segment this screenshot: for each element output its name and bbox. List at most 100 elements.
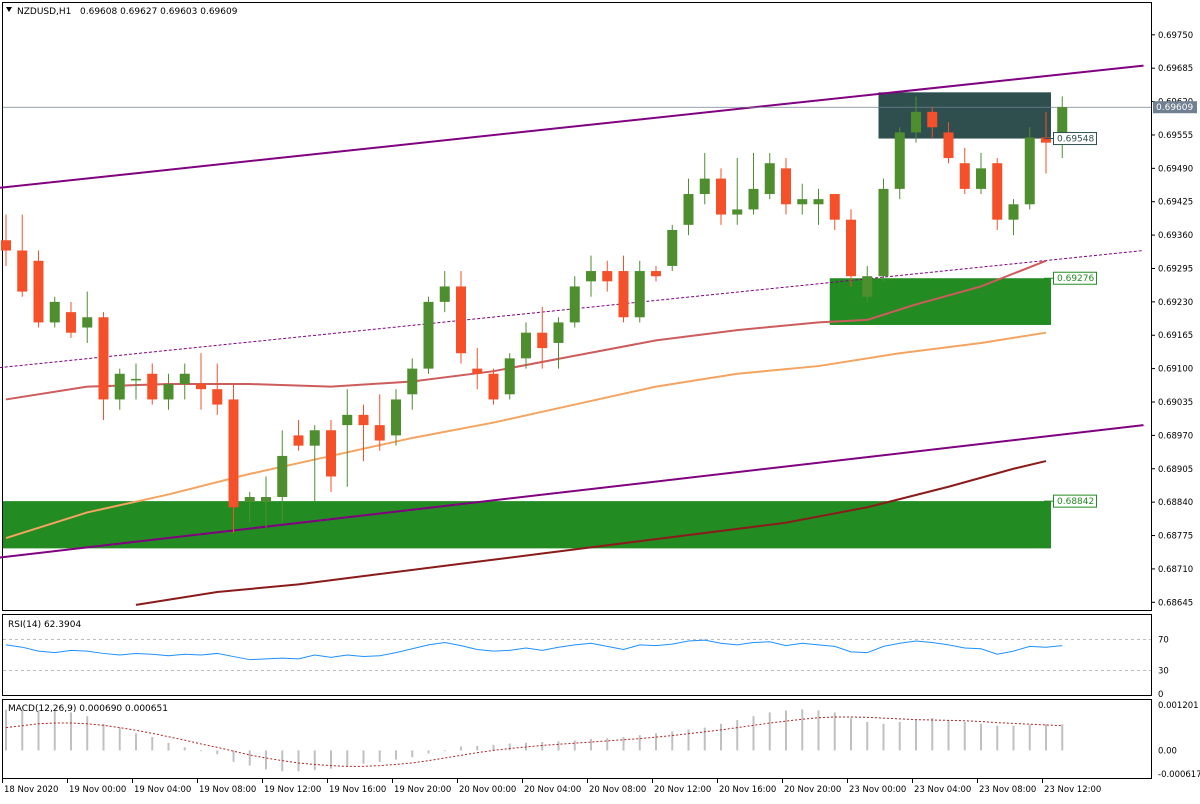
candle xyxy=(521,322,531,369)
macd-histogram-bar xyxy=(183,747,186,751)
candle xyxy=(716,168,726,225)
header-triangle-icon xyxy=(6,7,12,12)
macd-signal-line xyxy=(5,716,1063,767)
macd-tick-label: 0.001201 xyxy=(1158,701,1199,711)
channel-mid-line[interactable] xyxy=(0,250,1144,369)
candle xyxy=(781,158,791,215)
price-tick-label: 0.69490 xyxy=(1158,164,1193,174)
candle xyxy=(911,96,921,143)
symbol-label: NZDUSD,H1 xyxy=(17,7,71,17)
candle-body xyxy=(683,194,694,225)
macd-histogram-bar xyxy=(508,743,511,751)
macd-tick-label: -0.000617 xyxy=(1158,770,1200,780)
time-tick-label: 23 Nov 04:00 xyxy=(914,785,971,795)
macd-histogram-bar xyxy=(541,742,544,751)
candle-body xyxy=(586,271,596,282)
moving-average-2 xyxy=(5,331,1047,540)
candle xyxy=(358,404,369,462)
candle-body xyxy=(82,317,93,328)
macd-histogram-bar xyxy=(931,718,934,751)
candle xyxy=(683,178,694,236)
price-tick-label: 0.69750 xyxy=(1158,31,1193,41)
candle xyxy=(878,178,889,282)
candle xyxy=(504,353,515,400)
macd-histogram-bar xyxy=(460,746,462,751)
candle xyxy=(261,476,271,528)
candle-body xyxy=(797,199,808,205)
candle-body xyxy=(748,188,759,210)
candle-body xyxy=(244,497,255,503)
support-low-tag: 0.68842 xyxy=(1044,494,1097,508)
macd-histogram-bar xyxy=(346,750,349,767)
macd-histogram-bar xyxy=(53,710,56,751)
macd-histogram-bar xyxy=(492,744,495,751)
rsi-tick-label: 30 xyxy=(1158,667,1169,677)
candle-body xyxy=(504,358,515,395)
candle xyxy=(748,152,759,215)
candle-body xyxy=(196,384,206,390)
candle-body xyxy=(358,414,369,426)
price-tick-label: 0.68645 xyxy=(1158,598,1193,608)
trendlines-layer xyxy=(0,64,1151,559)
channel-upper-line[interactable] xyxy=(0,64,1144,189)
time-tick-label: 23 Nov 12:00 xyxy=(1044,785,1101,795)
macd-histogram-bar xyxy=(655,733,657,751)
time-tick-label: 23 Nov 08:00 xyxy=(979,785,1036,795)
price-tags: 0.69609 0.69548 0.69276 0.68842 xyxy=(1044,101,1197,508)
candle xyxy=(651,265,661,282)
macd-histogram-bar xyxy=(118,727,121,751)
macd-histogram-bar xyxy=(378,750,381,762)
candle-body xyxy=(862,276,873,297)
candle-body xyxy=(131,378,141,381)
candle xyxy=(488,368,499,405)
macd-histogram-bar xyxy=(102,723,105,751)
price-tick-label: 0.69165 xyxy=(1158,331,1193,341)
macd-histogram-bar xyxy=(1045,724,1047,751)
candle xyxy=(976,152,986,195)
candle xyxy=(82,291,93,343)
candle xyxy=(66,301,76,338)
macd-histogram-bar xyxy=(850,718,852,751)
candle-body xyxy=(228,399,239,508)
candle-body xyxy=(553,322,564,343)
channel-lower-line[interactable] xyxy=(0,424,1144,559)
support-low-tag-label: 0.68842 xyxy=(1057,497,1094,507)
macd-histogram-bar xyxy=(70,712,72,751)
candle xyxy=(1041,111,1051,174)
candle-body xyxy=(634,271,645,318)
macd-histogram-bar xyxy=(443,750,446,752)
macd-histogram-bar xyxy=(313,750,316,771)
macd-label: MACD(12,26,9) 0.000690 0.000651 xyxy=(8,704,168,714)
macd-histogram-bar xyxy=(573,740,576,751)
macd-histogram-bar xyxy=(167,742,170,751)
candle xyxy=(764,152,775,200)
moving-average-3 xyxy=(135,460,1047,606)
macd-histogram-bar xyxy=(411,750,414,758)
candle-body xyxy=(732,209,743,215)
candle-body xyxy=(1057,107,1068,143)
time-tick-label: 20 Nov 12:00 xyxy=(654,785,711,795)
candle xyxy=(829,194,840,230)
candle-body xyxy=(309,430,320,446)
candle xyxy=(374,394,385,451)
ohlc-readout: 0.69608 0.69627 0.69603 0.69609 xyxy=(80,7,238,17)
current-price-tag: 0.69609 xyxy=(1153,101,1197,114)
moving-average-1 xyxy=(5,259,1047,401)
macd-histogram-bar xyxy=(996,725,999,751)
candle-body xyxy=(1041,137,1051,143)
candle-body xyxy=(66,312,76,333)
candle xyxy=(553,317,564,369)
candle xyxy=(618,255,629,323)
candle-body xyxy=(976,168,986,189)
candle-body xyxy=(423,301,434,369)
candle xyxy=(179,363,190,400)
rsi-indicator: 70 30 0 xyxy=(3,635,1169,700)
candle-body xyxy=(17,250,28,292)
candle xyxy=(732,158,743,225)
candle-body xyxy=(163,384,174,400)
macd-histogram-bar xyxy=(1028,724,1031,751)
time-tick-label: 19 Nov 00:00 xyxy=(69,785,126,795)
macd-histogram-bar xyxy=(866,721,869,751)
macd-histogram-bar xyxy=(801,709,804,751)
